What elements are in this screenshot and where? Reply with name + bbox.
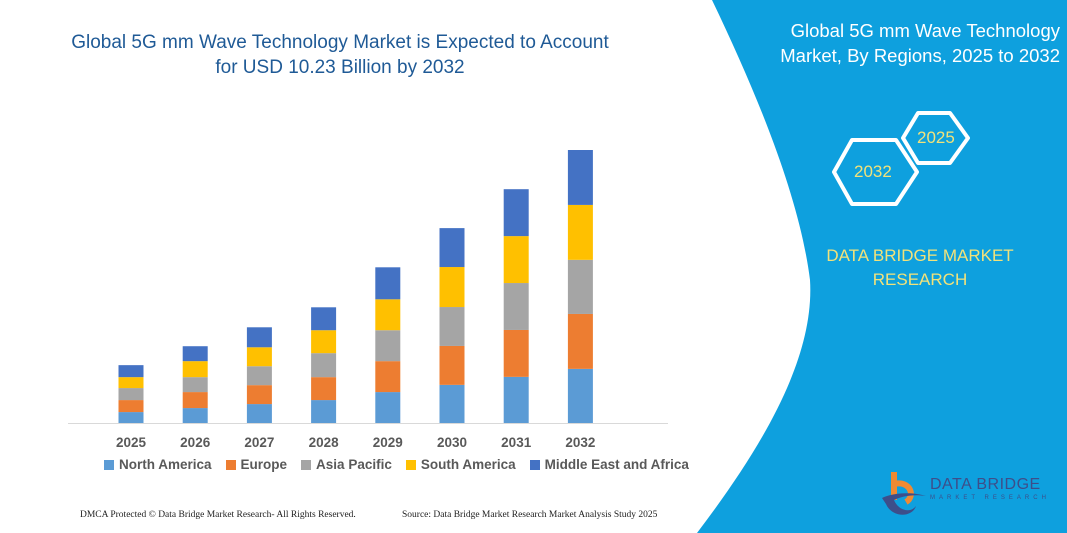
bar-segment	[567, 259, 593, 314]
legend-label: Asia Pacific	[316, 457, 392, 472]
x-tick-label: 2026	[180, 435, 211, 450]
footer-copyright: DMCA Protected © Data Bridge Market Rese…	[80, 510, 356, 520]
bar-segment	[503, 376, 529, 423]
x-tick-label: 2029	[373, 435, 403, 450]
side-panel	[697, 0, 1067, 533]
bar-segment	[182, 392, 208, 409]
legend-label: Middle East and Africa	[544, 457, 689, 472]
bar-segment	[503, 236, 529, 284]
bar-segment	[311, 353, 337, 378]
side-panel-title: Global 5G mm Wave Technology Market, By …	[780, 20, 1060, 66]
legend-item: South America	[405, 457, 516, 472]
legend-swatch	[104, 459, 114, 470]
hexagon-2025	[901, 111, 970, 165]
brand-text: DATA BRIDGE MARKET RESEARCH	[826, 246, 1014, 289]
bar-segment	[246, 347, 272, 367]
x-tick-label: 2027	[244, 435, 274, 450]
x-tick-label: 2030	[437, 435, 467, 450]
x-tick-label: 2032	[565, 435, 595, 450]
legend-swatch	[301, 459, 312, 470]
legend-item: Europe	[225, 457, 288, 472]
bar-segment	[311, 400, 337, 423]
bar-segment	[375, 392, 401, 423]
bar-segment	[246, 327, 272, 348]
bar-segment	[567, 368, 593, 423]
legend-swatch	[529, 459, 540, 470]
logo-name: DATA BRIDGE	[930, 476, 1041, 493]
legend-label: Europe	[240, 457, 288, 472]
bar-segment	[503, 329, 529, 377]
chart-title: Global 5G mm Wave Technology Market is E…	[71, 32, 609, 78]
bar-segment	[118, 388, 144, 401]
hex-label-2025: 2025	[917, 128, 955, 147]
bar-segment	[311, 377, 337, 401]
footer-source: Source: Data Bridge Market Research Mark…	[402, 510, 658, 520]
bar-segment	[567, 150, 593, 205]
data-bridge-logo-icon	[882, 472, 926, 515]
bar-segment	[375, 330, 401, 362]
logo-subtitle: MARKET RESEARCH	[930, 495, 1050, 501]
legend-swatch	[225, 459, 236, 470]
bar-segment	[182, 377, 208, 393]
legend-label: North America	[119, 457, 212, 472]
legend-item: North America	[104, 457, 212, 472]
stacked-bar-chart: 2025 2026 2027 2028 2029 2030 2031 2032	[68, 150, 668, 450]
bar-segment	[311, 307, 337, 331]
bar-segment	[118, 400, 144, 413]
bar-segment	[118, 377, 144, 389]
legend-label: South America	[420, 457, 516, 472]
bar-segment	[375, 299, 401, 331]
legend: North America Europe Asia Pacific South …	[104, 457, 689, 472]
x-tick-label: 2025	[116, 435, 147, 450]
bar-segment	[439, 228, 465, 268]
x-tick-label: 2031	[501, 435, 532, 450]
bar-segment	[439, 345, 465, 385]
bar-segment	[246, 366, 272, 386]
bar-segment	[439, 307, 465, 346]
bar-segment	[246, 385, 272, 405]
bar-segment	[182, 361, 208, 378]
x-tick-label: 2028	[309, 435, 340, 450]
bar-segment	[311, 330, 337, 354]
bar-segment	[375, 267, 401, 300]
hexagon-2032	[832, 138, 919, 206]
legend-item: Middle East and Africa	[529, 457, 689, 472]
legend-item: Asia Pacific	[301, 457, 392, 472]
bar-segment	[439, 267, 465, 308]
bar-segment	[182, 346, 208, 362]
bar-segment	[246, 404, 272, 423]
bar-segment	[375, 361, 401, 393]
bar-segment	[439, 384, 465, 423]
hex-label-2032: 2032	[854, 162, 892, 181]
bar-segment	[567, 204, 593, 260]
bar-segment	[182, 408, 208, 423]
bar-segment	[503, 189, 529, 237]
bar-segment	[567, 313, 593, 369]
bar-segment	[118, 365, 144, 378]
bar-segment	[503, 283, 529, 330]
bar-segment	[118, 412, 144, 423]
legend-swatch	[405, 459, 416, 470]
